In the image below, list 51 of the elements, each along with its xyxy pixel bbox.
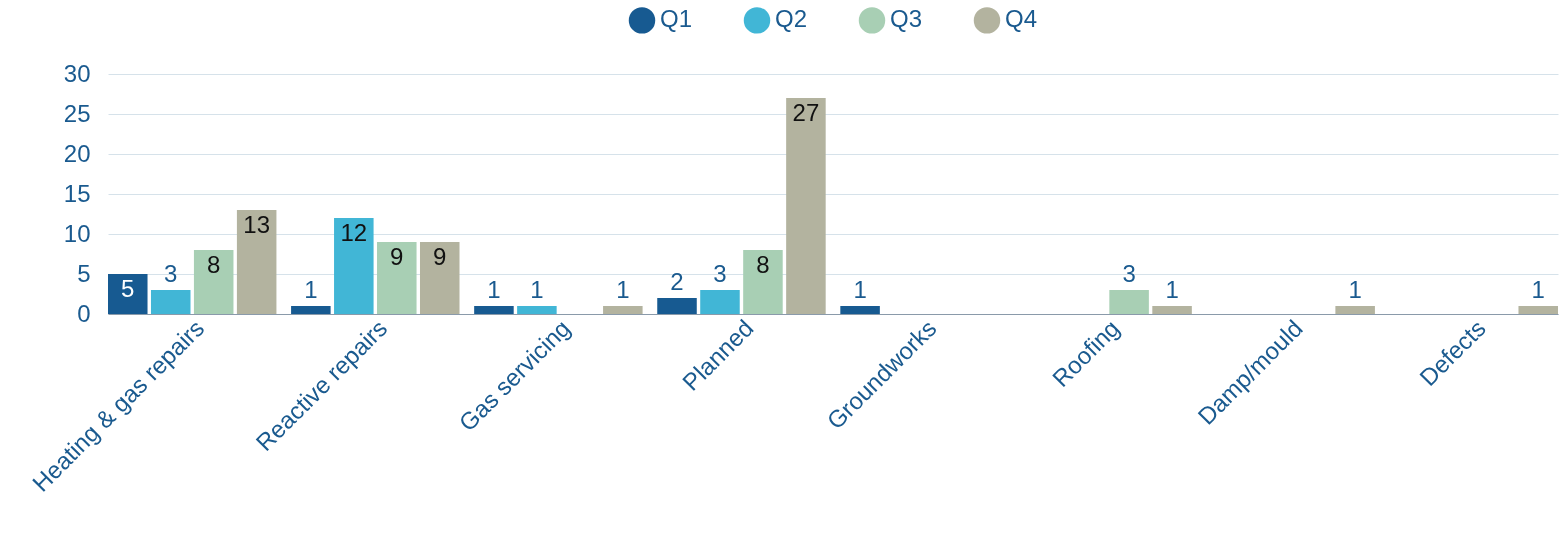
- bar: [603, 306, 643, 314]
- bar: [236, 210, 277, 314]
- bar: [291, 306, 331, 314]
- data-label: 2: [670, 268, 684, 295]
- y-tick-label: 20: [63, 139, 91, 167]
- data-label: 5: [121, 275, 135, 302]
- data-label: 1: [1348, 276, 1362, 303]
- data-label: 1: [1531, 276, 1545, 303]
- bar: [1518, 306, 1558, 314]
- y-tick-label: 30: [63, 59, 91, 87]
- data-label: 1: [304, 276, 318, 303]
- bar: [377, 242, 417, 314]
- data-label: 27: [792, 99, 820, 126]
- data-label: 9: [433, 243, 447, 270]
- data-label: 1: [1165, 276, 1179, 303]
- y-tick-label: 10: [63, 219, 91, 247]
- bar: [786, 98, 826, 314]
- legend-label: Q3: [890, 5, 923, 33]
- y-tick-label: 5: [77, 259, 91, 287]
- bar: [1335, 306, 1375, 314]
- bar: [150, 290, 191, 314]
- bar: [840, 306, 880, 314]
- data-label: 3: [164, 260, 178, 287]
- data-label: 3: [1122, 260, 1136, 287]
- legend-label: Q2: [775, 5, 808, 33]
- bar: [474, 306, 514, 314]
- bar: [108, 274, 148, 314]
- bar: [334, 218, 374, 314]
- bar: [743, 250, 783, 314]
- data-label: 12: [340, 219, 368, 246]
- data-label: 8: [207, 251, 221, 278]
- bar: [193, 250, 234, 314]
- data-label: 1: [487, 276, 501, 303]
- legend-label: Q1: [660, 5, 693, 33]
- y-tick-label: 15: [63, 179, 91, 207]
- bar: [657, 298, 697, 314]
- bar: [517, 306, 557, 314]
- bar: [1152, 306, 1192, 314]
- bar: [419, 242, 460, 314]
- data-label: 3: [713, 260, 727, 287]
- data-label: 1: [616, 276, 630, 303]
- data-label: 9: [390, 243, 404, 270]
- data-label: 1: [853, 276, 867, 303]
- data-label: 1: [530, 276, 544, 303]
- bar: [700, 290, 740, 314]
- data-label: 13: [243, 211, 271, 238]
- bar: [1109, 290, 1149, 314]
- y-tick-label: 0: [77, 299, 91, 327]
- y-tick-label: 25: [63, 99, 91, 127]
- legend-label: Q4: [1005, 5, 1038, 33]
- data-label: 8: [756, 251, 770, 278]
